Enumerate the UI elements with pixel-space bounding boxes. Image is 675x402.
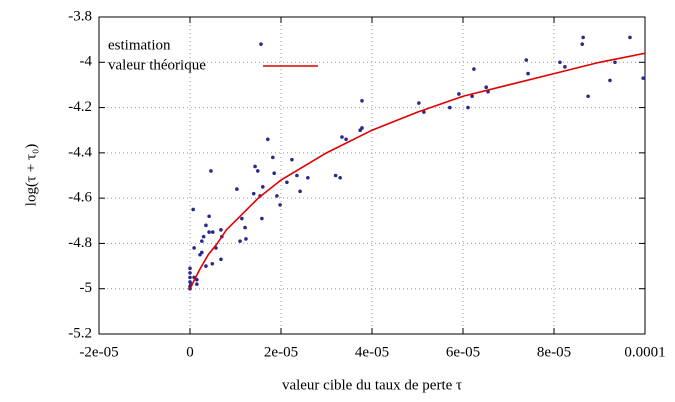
point: [422, 110, 426, 114]
x-tick-label: 0.0001: [624, 344, 665, 360]
point: [195, 277, 199, 282]
point: [195, 282, 199, 286]
point: [188, 271, 192, 275]
point: [240, 216, 244, 221]
point: [188, 266, 192, 271]
point: [200, 239, 204, 243]
point: [266, 137, 270, 142]
point: [613, 60, 617, 65]
point: [275, 194, 279, 198]
x-tick-label: 8e-05: [537, 344, 571, 360]
y-tick-label: -4.6: [68, 190, 92, 206]
point: [484, 85, 489, 89]
plot-frame: [98, 16, 646, 335]
point: [340, 135, 344, 139]
point: [210, 230, 215, 234]
x-tick-label: 6e-05: [446, 344, 480, 360]
point: [251, 191, 256, 196]
point: [261, 185, 265, 189]
y-tick-label: -3.8: [68, 8, 92, 24]
point: [360, 126, 364, 130]
point: [628, 35, 632, 40]
point: [191, 207, 195, 212]
point: [333, 173, 338, 178]
point: [295, 173, 299, 178]
point: [524, 58, 529, 62]
point: [285, 180, 289, 185]
point: [338, 175, 342, 180]
x-tick-label: 0: [186, 344, 194, 360]
y-tick-label: -4.4: [68, 144, 92, 160]
point: [188, 275, 192, 280]
point: [243, 225, 247, 230]
legend-label: estimation: [108, 37, 171, 53]
point: [344, 137, 348, 142]
point: [278, 203, 282, 207]
point: [260, 216, 264, 221]
point: [207, 230, 211, 234]
point: [586, 94, 590, 99]
point: [204, 223, 208, 228]
point: [360, 98, 364, 103]
point: [201, 234, 206, 239]
y-tick-label: -4.8: [68, 235, 92, 251]
point: [259, 42, 263, 46]
point: [457, 92, 461, 96]
point: [255, 169, 260, 173]
point: [219, 228, 223, 232]
point: [204, 264, 208, 268]
point: [581, 35, 585, 40]
point: [200, 250, 204, 255]
point: [417, 101, 421, 105]
point: [253, 164, 257, 169]
x-tick-label: 2e-05: [264, 344, 298, 360]
point: [244, 237, 248, 241]
line: [189, 52, 646, 290]
legend-label: valeur théorique: [108, 57, 206, 73]
x-axis-label: valeur cible du taux de perte τ: [282, 377, 462, 393]
point: [608, 78, 612, 83]
point: [472, 67, 476, 71]
point: [271, 155, 275, 160]
point: [192, 246, 196, 250]
y-tick-label: -4: [80, 54, 93, 70]
y-tick-label: -5.2: [68, 325, 92, 341]
point: [207, 214, 211, 219]
point: [558, 60, 562, 65]
x-tick-label: 4e-05: [355, 344, 389, 360]
point: [470, 94, 474, 99]
point: [563, 65, 567, 69]
point: [466, 105, 470, 110]
point: [272, 171, 276, 176]
point: [306, 175, 310, 180]
y-tick-label: -4.2: [68, 99, 92, 115]
point: [526, 71, 530, 76]
y-tick-label: -5: [80, 280, 93, 296]
x-tick-label: -2e-05: [79, 344, 118, 360]
point: [290, 157, 294, 162]
point: [238, 239, 242, 243]
point: [235, 187, 239, 191]
point: [219, 257, 223, 262]
point: [448, 105, 452, 110]
point: [641, 76, 645, 80]
point: [210, 262, 215, 266]
point: [298, 189, 302, 194]
y-axis-label: log(τ + τ₀): [23, 144, 39, 206]
point: [209, 169, 213, 173]
point: [580, 42, 585, 46]
